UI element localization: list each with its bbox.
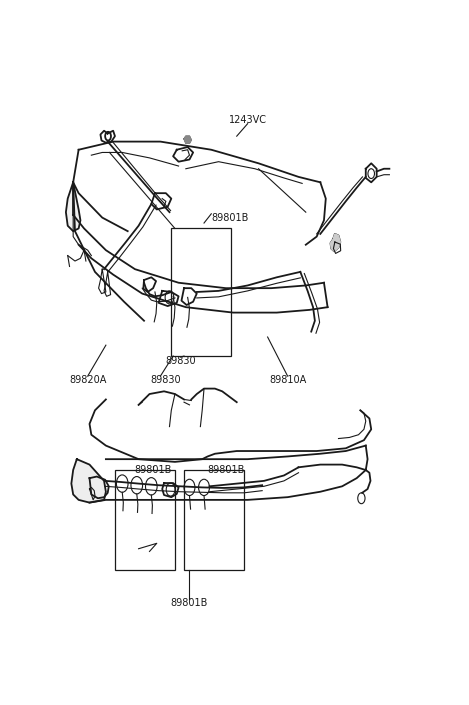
Polygon shape bbox=[331, 234, 340, 251]
Text: 89830: 89830 bbox=[151, 376, 181, 386]
Text: 89810A: 89810A bbox=[269, 376, 306, 386]
Polygon shape bbox=[71, 459, 106, 503]
Bar bbox=[171, 228, 231, 356]
Text: 89801B: 89801B bbox=[211, 213, 249, 223]
Text: 89801B: 89801B bbox=[135, 465, 172, 475]
Text: 89820A: 89820A bbox=[69, 376, 106, 386]
Polygon shape bbox=[184, 136, 191, 143]
Bar bbox=[115, 470, 175, 570]
Text: 89801B: 89801B bbox=[207, 465, 244, 475]
Text: 89801B: 89801B bbox=[171, 598, 208, 608]
Bar bbox=[184, 470, 244, 570]
Text: 89830: 89830 bbox=[165, 357, 196, 367]
Polygon shape bbox=[66, 183, 81, 231]
Text: 1243VC: 1243VC bbox=[228, 115, 267, 125]
